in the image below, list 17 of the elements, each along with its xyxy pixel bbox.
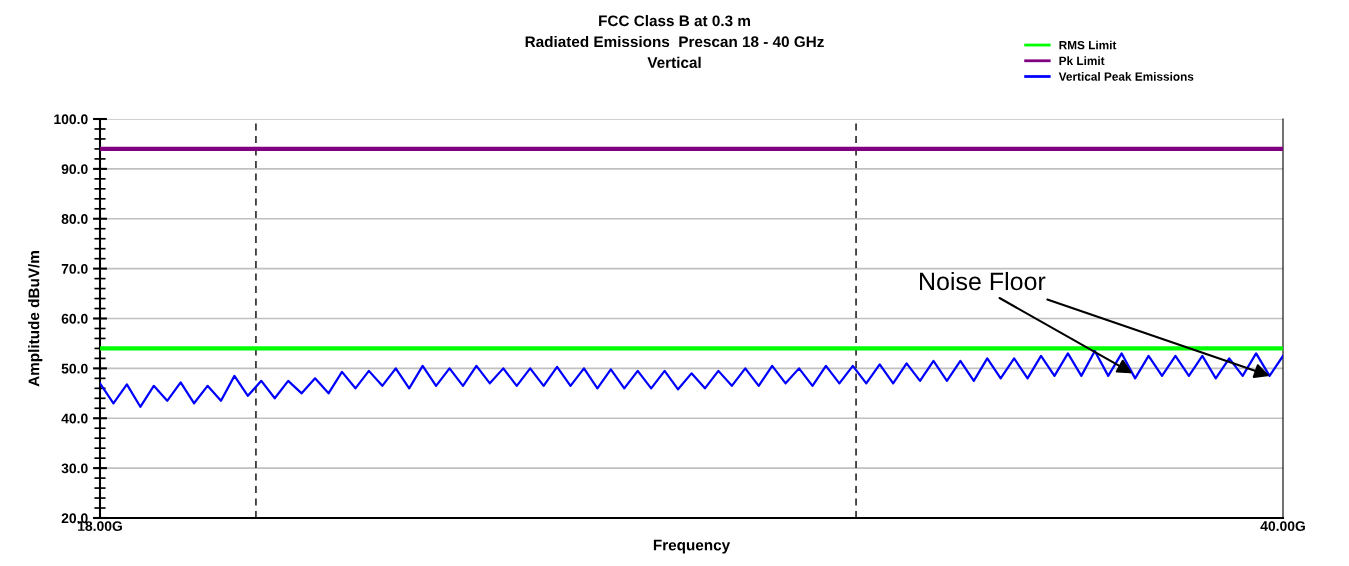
annotation: Noise Floor [920,271,1046,291]
y-tick-label: 30.0 [61,463,88,474]
legend-label: Pk Limit [1059,56,1105,66]
chart-title: FCC Class B at 0.3 m Radiated Emissions Prescan 18 - 40 GHz Vertical [525,15,824,68]
line-series [100,349,1283,408]
y-tick-label: 50.0 [61,363,88,374]
y-axis-title: Amplitude dBuV/m [28,251,43,387]
y-tick-label: 40.0 [61,413,88,424]
y-tick-label: 90.0 [61,164,88,175]
x-axis-title: Frequency [653,539,731,554]
y-tick-label: 80.0 [61,214,88,224]
y-tick-label: 70.0 [61,263,88,274]
legend-label: Vertical Peak Emissions [1058,72,1194,81]
x-tick-label: 40.00G [1260,521,1305,531]
y-tick-label: 60.0 [61,313,88,324]
y-tick-label: 100.0 [54,114,88,125]
legend-label: RMS Limit [1059,40,1117,50]
